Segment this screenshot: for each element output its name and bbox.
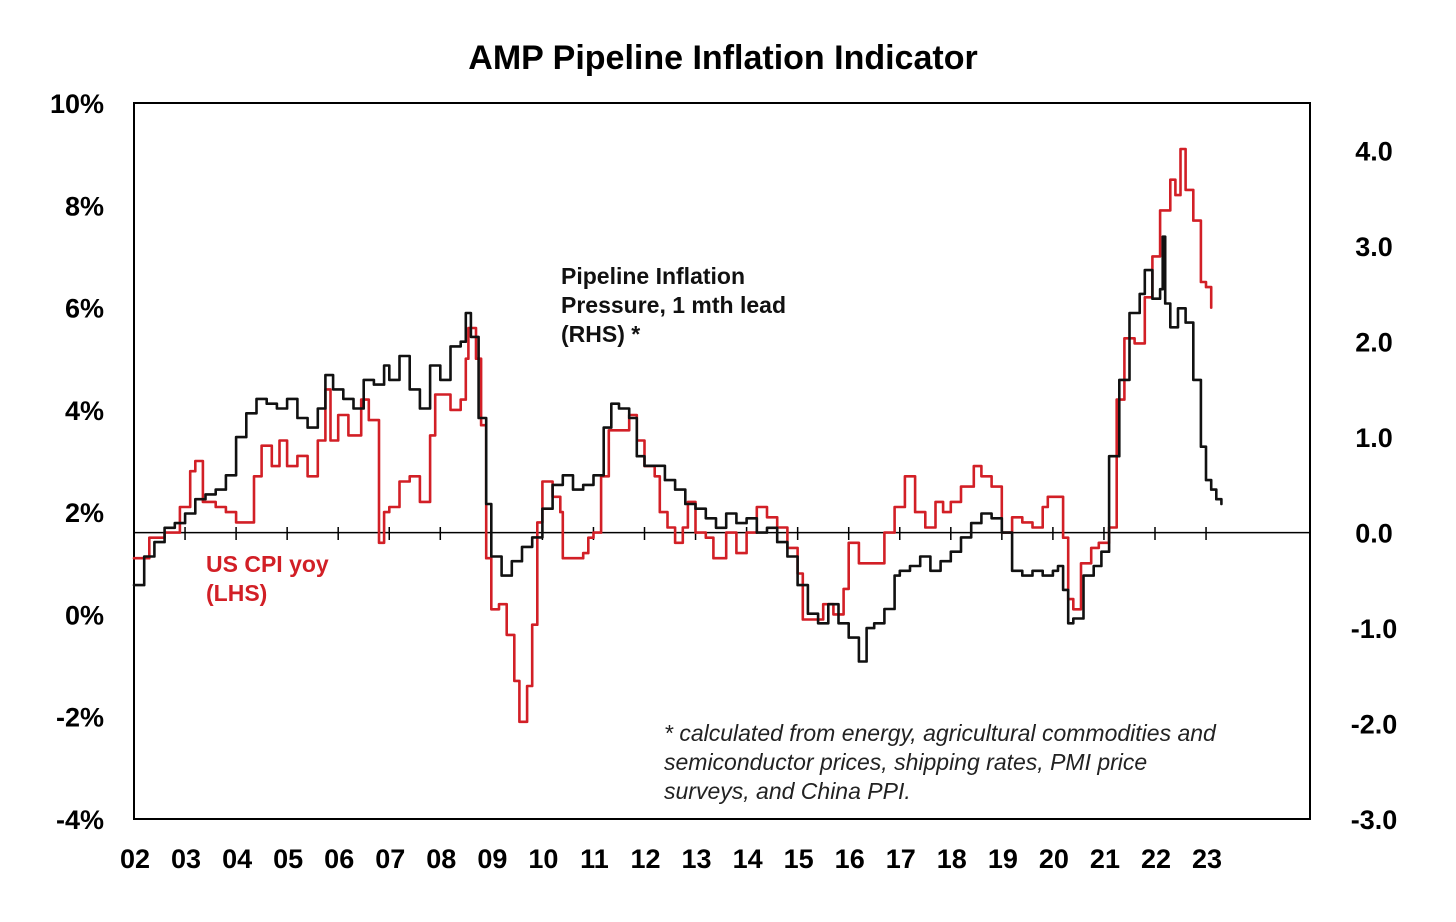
- x-tick-label: 20: [1039, 844, 1069, 874]
- x-tick-label: 11: [580, 844, 609, 874]
- x-tick-label: 15: [784, 844, 814, 874]
- x-tick-label: 18: [937, 844, 967, 874]
- x-tick-label: 10: [528, 844, 558, 874]
- x-tick-label: 13: [682, 844, 712, 874]
- x-tick-label: 02: [120, 844, 150, 874]
- left-tick-label: 10%: [50, 89, 104, 119]
- left-tick-label: -4%: [56, 805, 104, 835]
- chart-title: AMP Pipeline Inflation Indicator: [468, 39, 977, 77]
- left-tick-label: 8%: [65, 191, 104, 221]
- pipeline-series-label: Pipeline Inflation Pressure, 1 mth lead …: [561, 263, 786, 347]
- x-tick-label: 03: [171, 844, 201, 874]
- right-tick-label: 1.0: [1355, 423, 1393, 453]
- plot-area-frame: [133, 102, 1311, 820]
- footnote-line-1: * calculated from energy, agricultural c…: [664, 720, 1217, 746]
- x-tick-label: 08: [426, 844, 456, 874]
- us-cpi-line: [132, 147, 1213, 724]
- left-tick-label: 4%: [65, 396, 104, 426]
- right-tick-label: -1.0: [1351, 614, 1398, 644]
- left-tick-label: 0%: [65, 600, 104, 630]
- x-tick-label: 21: [1090, 844, 1120, 874]
- left-tick-label: 6%: [65, 294, 104, 324]
- series-group: [132, 147, 1223, 724]
- pipeline-label-line-1: Pipeline Inflation: [561, 263, 745, 289]
- footnote-line-2: semiconductor prices, shipping rates, PM…: [664, 749, 1147, 775]
- x-tick-label: 22: [1141, 844, 1171, 874]
- pipeline-label-line-2: Pressure, 1 mth lead: [561, 292, 786, 318]
- right-tick-label: 0.0: [1355, 519, 1393, 549]
- x-tick-label: 17: [886, 844, 916, 874]
- right-y-axis: 4.0 3.0 2.0 1.0 0.0 -1.0 -2.0 -3.0: [1351, 137, 1398, 835]
- left-tick-label: 2%: [65, 498, 104, 528]
- right-tick-label: 3.0: [1355, 232, 1393, 262]
- x-tick-label: 06: [324, 844, 354, 874]
- x-tick-label: 05: [273, 844, 303, 874]
- cpi-label-line-2: (LHS): [206, 580, 267, 606]
- pipeline-label-line-3: (RHS) *: [561, 321, 640, 347]
- right-tick-label: -3.0: [1351, 805, 1398, 835]
- x-tick-label: 23: [1192, 844, 1222, 874]
- footnote: * calculated from energy, agricultural c…: [664, 720, 1217, 804]
- cpi-series-label: US CPI yoy (LHS): [206, 551, 329, 606]
- x-axis: 02 03 04 05 06 07 08 09 10 11 12 13 14 15 16 17 18 19 20 21…: [120, 527, 1222, 874]
- left-tick-label: -2%: [56, 703, 104, 733]
- x-tick-label: 19: [988, 844, 1018, 874]
- x-tick-label: 16: [835, 844, 865, 874]
- right-tick-label: 2.0: [1355, 328, 1393, 358]
- x-tick-label: 04: [222, 844, 252, 874]
- cpi-label-line-1: US CPI yoy: [206, 551, 329, 577]
- left-y-axis: 10% 8% 6% 4% 2% 0% -2% -4%: [50, 89, 104, 835]
- right-tick-label: 4.0: [1355, 137, 1393, 167]
- x-tick-label: 14: [733, 844, 763, 874]
- footnote-line-3: surveys, and China PPI.: [664, 778, 911, 804]
- right-tick-label: -2.0: [1351, 710, 1398, 740]
- x-tick-label: 12: [630, 844, 660, 874]
- x-tick-label: 09: [477, 844, 507, 874]
- pipeline-pressure-line: [132, 235, 1223, 663]
- x-tick-label: 07: [375, 844, 405, 874]
